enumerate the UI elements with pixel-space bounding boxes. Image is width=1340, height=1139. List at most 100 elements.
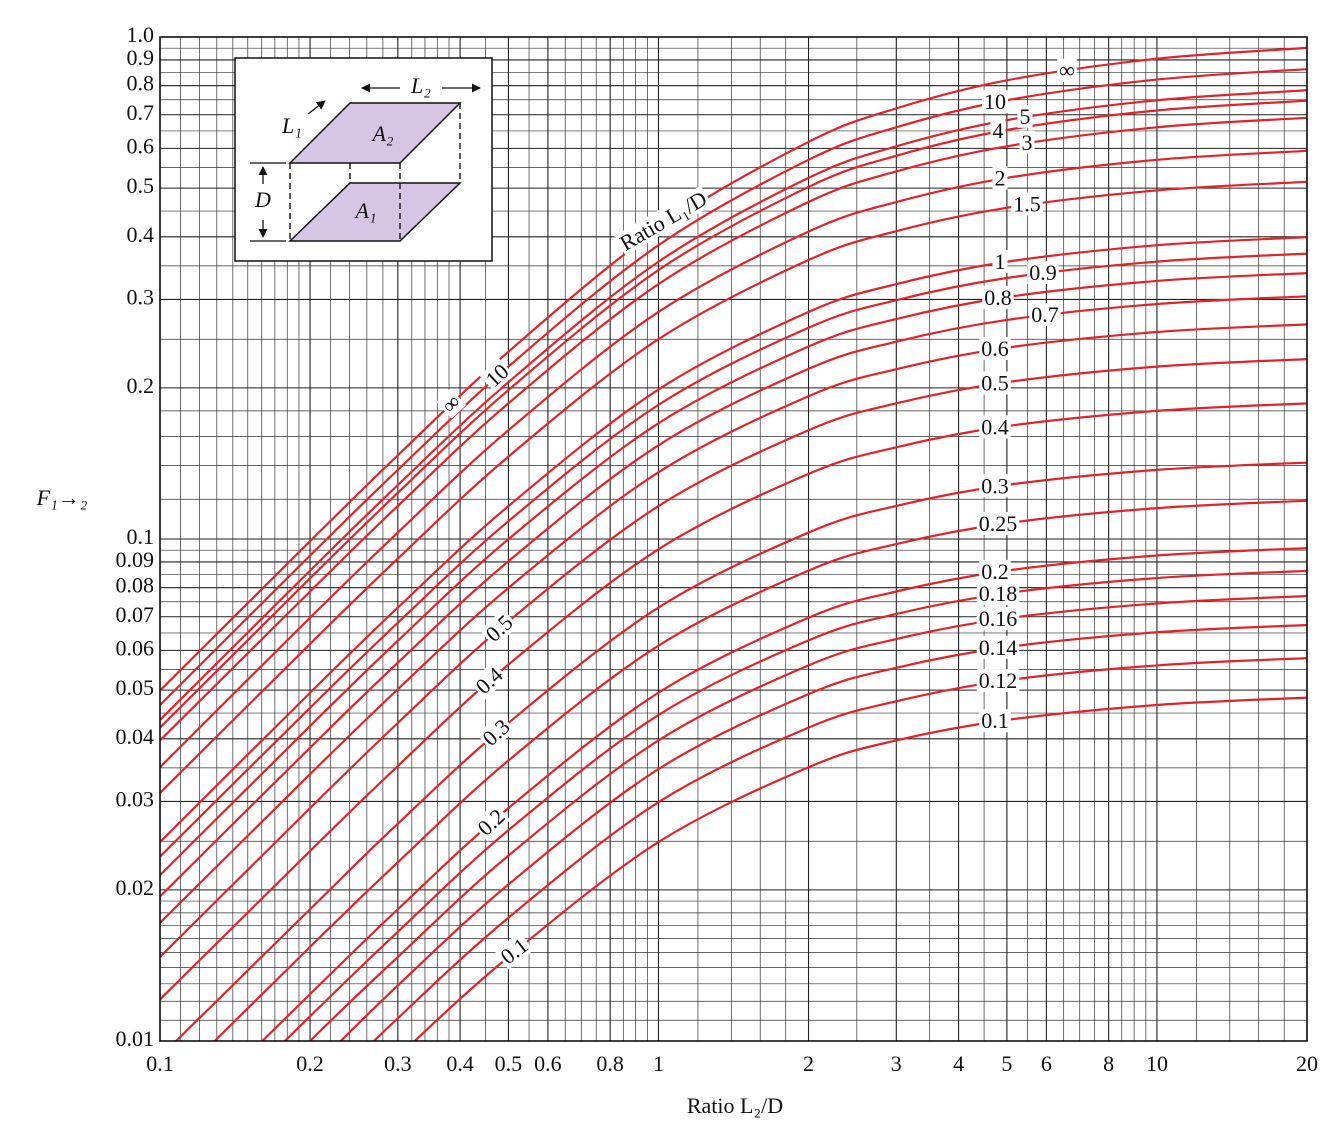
curve-label-text: 1.5 [1013,192,1041,217]
x-tick-label: 5 [1001,1051,1012,1076]
label-background [979,415,1011,439]
y-tick-label: 0.4 [127,222,155,247]
label-background [976,581,1020,605]
curve-label-text: 2 [995,165,1006,190]
curve-label-text: 0.2 [981,559,1009,584]
y-tick-label: 0.2 [127,373,155,398]
y-tick-label: 0.5 [127,173,155,198]
label-background [979,559,1011,583]
curve [160,236,1307,843]
curve-label: 0.4 [979,414,1011,439]
curve [160,402,1307,1001]
curve [283,569,1307,1041]
curve-label-text: 0.1 [981,708,1009,733]
label-background [979,709,1011,733]
curve-label: ∞ [1057,58,1077,83]
x-tick-label: 6 [1041,1051,1052,1076]
plate-a1 [288,182,462,242]
curve [160,272,1307,876]
curve [160,89,1307,721]
curve-label: 0.5 [979,371,1011,396]
curve [160,116,1307,742]
curve [413,696,1307,1041]
label-background [976,635,1020,659]
label-background [982,90,1008,114]
label-background [982,285,1014,309]
y-tick-label: 0.04 [116,724,155,749]
inset-label: D [254,187,271,212]
label-background [494,932,534,970]
curve-label: 0.2 [979,559,1011,584]
curve [160,180,1307,794]
curve-label-text: 0.6 [981,336,1009,361]
curve [213,499,1307,1041]
curve-label-text: 1 [995,249,1006,274]
inset-label: L₂ [410,73,431,98]
curve [339,623,1307,1041]
label-background [979,337,1011,361]
x-tick-label: 20 [1296,1051,1318,1076]
curve-label: 0.8 [982,285,1014,310]
y-axis-title: F₁→₂ [36,485,88,510]
curve [160,358,1307,958]
x-tick-label: 0.3 [384,1051,412,1076]
y-tick-label: 0.05 [116,675,155,700]
curve-label-text: 0.18 [979,581,1018,606]
label-background [1017,104,1033,128]
curve-label: 0.6 [979,336,1011,361]
y-tick-label: 1.0 [127,22,155,47]
y-tick-label: 0.1 [127,524,155,549]
label-background [469,661,509,700]
curve-label: 10 [982,89,1008,114]
label-background [992,166,1008,190]
x-tick-label: 3 [891,1051,902,1076]
curve-label: 0.9 [1027,260,1059,285]
label-background [435,388,467,419]
curve-label: 0.14 [976,635,1020,660]
y-tick-label: 0.6 [127,133,155,158]
label-background [614,185,713,256]
y-tick-label: 0.01 [116,1026,155,1051]
label-background [990,119,1006,143]
label-background [976,607,1020,631]
x-tick-label: 1 [653,1051,664,1076]
inset-diagram: L₂ L₁ D A₂ A₁ [234,57,493,262]
curve-label-text: 0.5 [981,371,1009,396]
y-tick-label: 0.9 [127,45,155,70]
label-background [979,474,1011,498]
curve-label-text: 5 [1020,104,1031,129]
curve [160,68,1307,706]
x-tick-label: 0.2 [296,1051,324,1076]
curve-label-text: 10 [984,89,1006,114]
label-background [976,669,1020,693]
y-tick-label: 0.7 [127,100,155,125]
curve [160,99,1307,729]
curve [174,461,1307,1041]
label-background [992,250,1008,274]
y-tick-label: 0.06 [116,635,155,660]
label-background [979,371,1011,395]
curve-label: 1 [992,249,1008,274]
curve [160,149,1307,769]
curve-label-text: 3 [1022,130,1033,155]
curve-label: 0.12 [976,668,1020,693]
y-tick-label: 0.09 [116,547,155,572]
label-background [471,802,511,842]
y-tick-label: 0.02 [116,875,155,900]
y-tick-label: 0.3 [127,285,155,310]
curve-label: 2 [992,165,1008,190]
curve-label-text: 0.7 [1031,302,1059,327]
curve-label-text: 0.3 [981,473,1009,498]
curve-label-text: 0.25 [979,511,1018,536]
x-axis-title: Ratio L₂/D [687,1093,783,1118]
curve-label: 4 [990,118,1006,143]
curve-label: 0.3 [979,473,1011,498]
curve-label: 0.16 [976,606,1020,631]
label-background [479,357,515,393]
curves [160,46,1307,1041]
label-background [1011,192,1043,216]
x-tick-label: 4 [953,1051,964,1076]
curve-label-text: 0.9 [1029,260,1057,285]
